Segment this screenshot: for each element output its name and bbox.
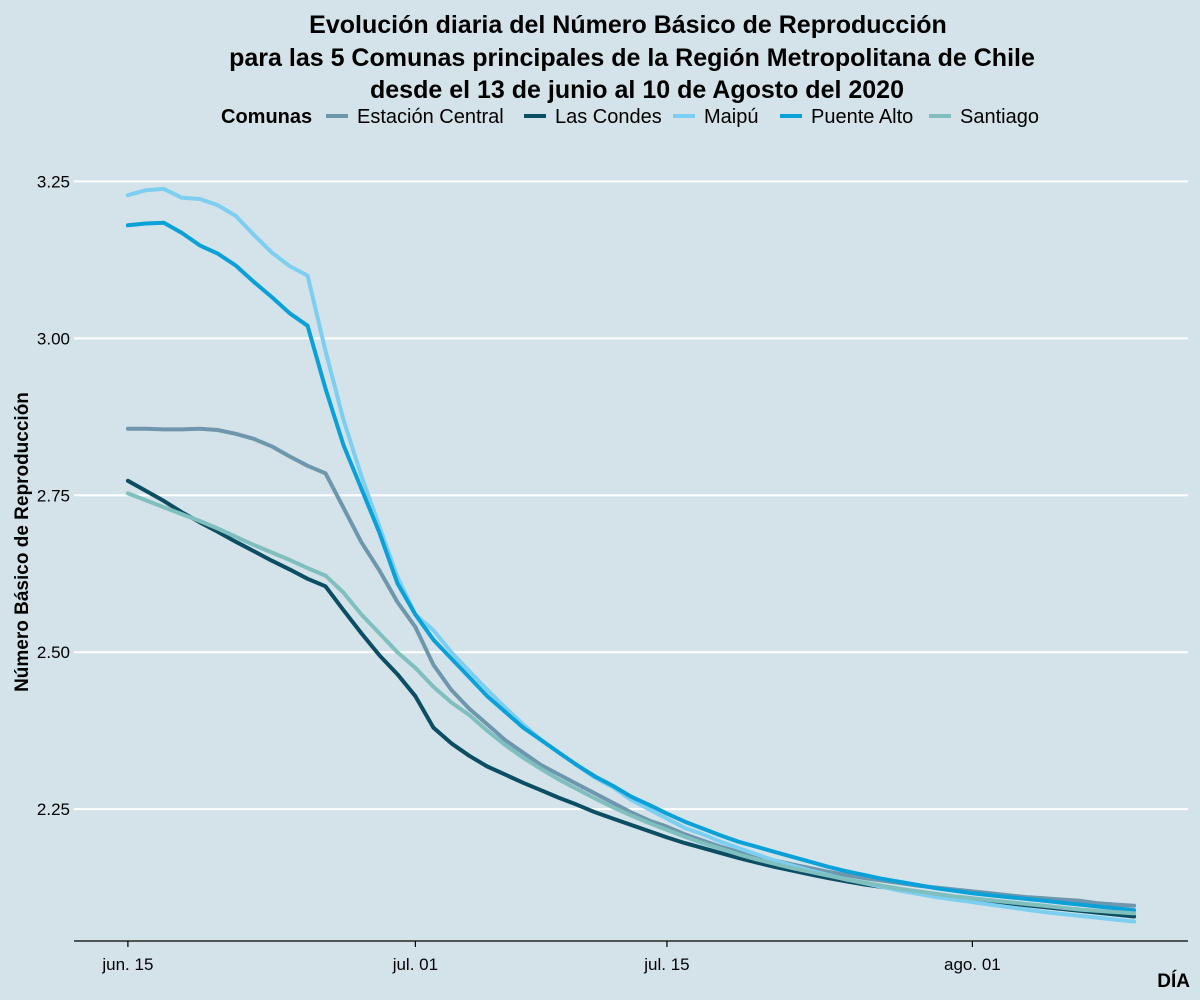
- legend-label: Estación Central: [357, 106, 504, 128]
- series-line-las-condes: [125, 478, 1137, 919]
- series-line-maip-: [125, 186, 1137, 924]
- y-tick-label: 3.00: [37, 329, 70, 348]
- title-line-1: Evolución diaria del Número Básico de Re…: [309, 11, 947, 39]
- series-line-estaci-n-central: [125, 426, 1137, 908]
- legend-title: Comunas: [221, 106, 312, 128]
- y-axis-title: Número Básico de Reproducción: [12, 392, 33, 692]
- x-tick-label: jul. 15: [643, 955, 689, 974]
- series-line-puente-alto: [125, 220, 1137, 913]
- y-tick-label: 2.25: [37, 800, 70, 819]
- x-axis-title: DÍA: [1157, 970, 1190, 992]
- legend-label: Las Condes: [555, 106, 662, 128]
- title-line-2: para las 5 Comunas principales de la Reg…: [229, 44, 1035, 72]
- y-tick-label: 2.75: [37, 486, 70, 505]
- x-tick-label: ago. 01: [944, 955, 1001, 974]
- y-tick-label: 2.50: [37, 643, 70, 662]
- legend-label: Maipú: [704, 106, 758, 128]
- x-tick-labels: jun. 15 jul. 01 jul. 15 ago. 01: [101, 941, 1001, 974]
- chart-title: Evolución diaria del Número Básico de Re…: [229, 11, 1035, 104]
- y-tick-label: 3.25: [37, 172, 70, 191]
- y-tick-labels: 2.25 2.50 2.75 3.00 3.25: [37, 172, 70, 819]
- title-line-3: desde el 13 de junio al 10 de Agosto del…: [370, 76, 904, 104]
- legend-label: Puente Alto: [811, 106, 913, 128]
- x-tick-label: jul. 01: [392, 955, 438, 974]
- series-line-santiago: [125, 491, 1137, 916]
- y-gridlines: [74, 180, 1188, 811]
- legend-label: Santiago: [960, 106, 1039, 128]
- series-lines: [125, 186, 1137, 924]
- x-tick-label: jun. 15: [101, 955, 153, 974]
- legend: Comunas Estación Central Las Condes Maipú P…: [221, 106, 1039, 128]
